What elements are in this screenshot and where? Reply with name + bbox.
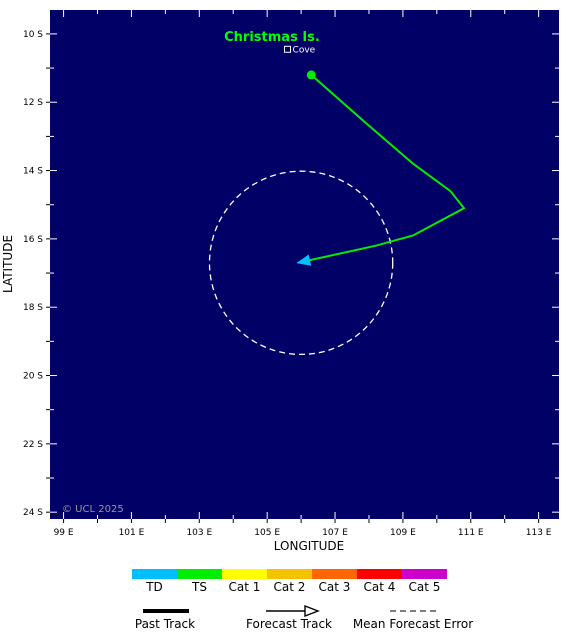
island-label: Christmas Is. bbox=[224, 30, 320, 45]
forecast-track-label: Forecast Track bbox=[246, 617, 332, 631]
legend-swatch-ts bbox=[177, 569, 222, 579]
lon-tick-label: 105 E bbox=[254, 528, 280, 538]
legend-swatch-cat-5 bbox=[402, 569, 447, 579]
legend-swatch-cat-2 bbox=[267, 569, 312, 579]
lon-tick-label: 109 E bbox=[390, 528, 416, 538]
lon-tick-label: 99 E bbox=[54, 528, 74, 538]
lat-tick-label: 20 S bbox=[23, 372, 43, 382]
legend-swatch-cat-3 bbox=[312, 569, 357, 579]
track-start-marker bbox=[306, 70, 316, 80]
forecast-track-arrow-icon bbox=[304, 604, 320, 618]
legend-label-cat-2: Cat 2 bbox=[274, 580, 306, 594]
legend-swatch-td bbox=[132, 569, 177, 579]
y-axis-label: LATITUDE bbox=[1, 235, 15, 293]
lat-tick-label: 18 S bbox=[23, 303, 43, 313]
track-legend: Past Track Forecast Track Mean Forecast … bbox=[135, 604, 473, 631]
category-legend: TD TS Cat 1 Cat 2 Cat 3 Cat 4 Cat 5 bbox=[132, 569, 447, 594]
legend-swatch-cat-1 bbox=[222, 569, 267, 579]
lon-tick-label: 103 E bbox=[186, 528, 212, 538]
lon-tick-label: 101 E bbox=[119, 528, 145, 538]
place-marker bbox=[284, 45, 292, 53]
lon-tick-label: 111 E bbox=[458, 528, 484, 538]
copyright-label: © UCL 2025 bbox=[62, 504, 124, 515]
lon-tick-label: 107 E bbox=[322, 528, 348, 538]
legend-label-cat-3: Cat 3 bbox=[319, 580, 351, 594]
track-arrow-head bbox=[296, 254, 312, 266]
lat-tick-label: 12 S bbox=[23, 98, 43, 108]
legend-label-cat-4: Cat 4 bbox=[364, 580, 396, 594]
place-label: Cove bbox=[293, 45, 316, 55]
past-track-label: Past Track bbox=[135, 617, 195, 631]
lat-tick-label: 10 S bbox=[23, 30, 43, 40]
lat-tick-label: 24 S bbox=[23, 508, 43, 518]
legend-label-ts: TS bbox=[191, 580, 207, 594]
legend-label-td: TD bbox=[145, 580, 163, 594]
lat-tick-label: 22 S bbox=[23, 440, 43, 450]
storm-track-line bbox=[297, 74, 466, 264]
lat-tick-label: 14 S bbox=[23, 167, 43, 177]
lat-tick-label: 16 S bbox=[23, 235, 43, 245]
legend-label-cat-1: Cat 1 bbox=[229, 580, 261, 594]
legend-swatch-cat-4 bbox=[357, 569, 402, 579]
axis-tick-labels: 99 E 101 E 103 E 105 E 107 E 109 E 111 E 113 E 1… bbox=[23, 30, 552, 538]
x-axis-label: LONGITUDE bbox=[274, 539, 344, 553]
axis-ticks bbox=[46, 10, 559, 523]
mean-error-label: Mean Forecast Error bbox=[353, 617, 473, 631]
legend-label-cat-5: Cat 5 bbox=[409, 580, 441, 594]
lon-tick-label: 113 E bbox=[526, 528, 552, 538]
mean-forecast-error-circle bbox=[208, 170, 394, 356]
